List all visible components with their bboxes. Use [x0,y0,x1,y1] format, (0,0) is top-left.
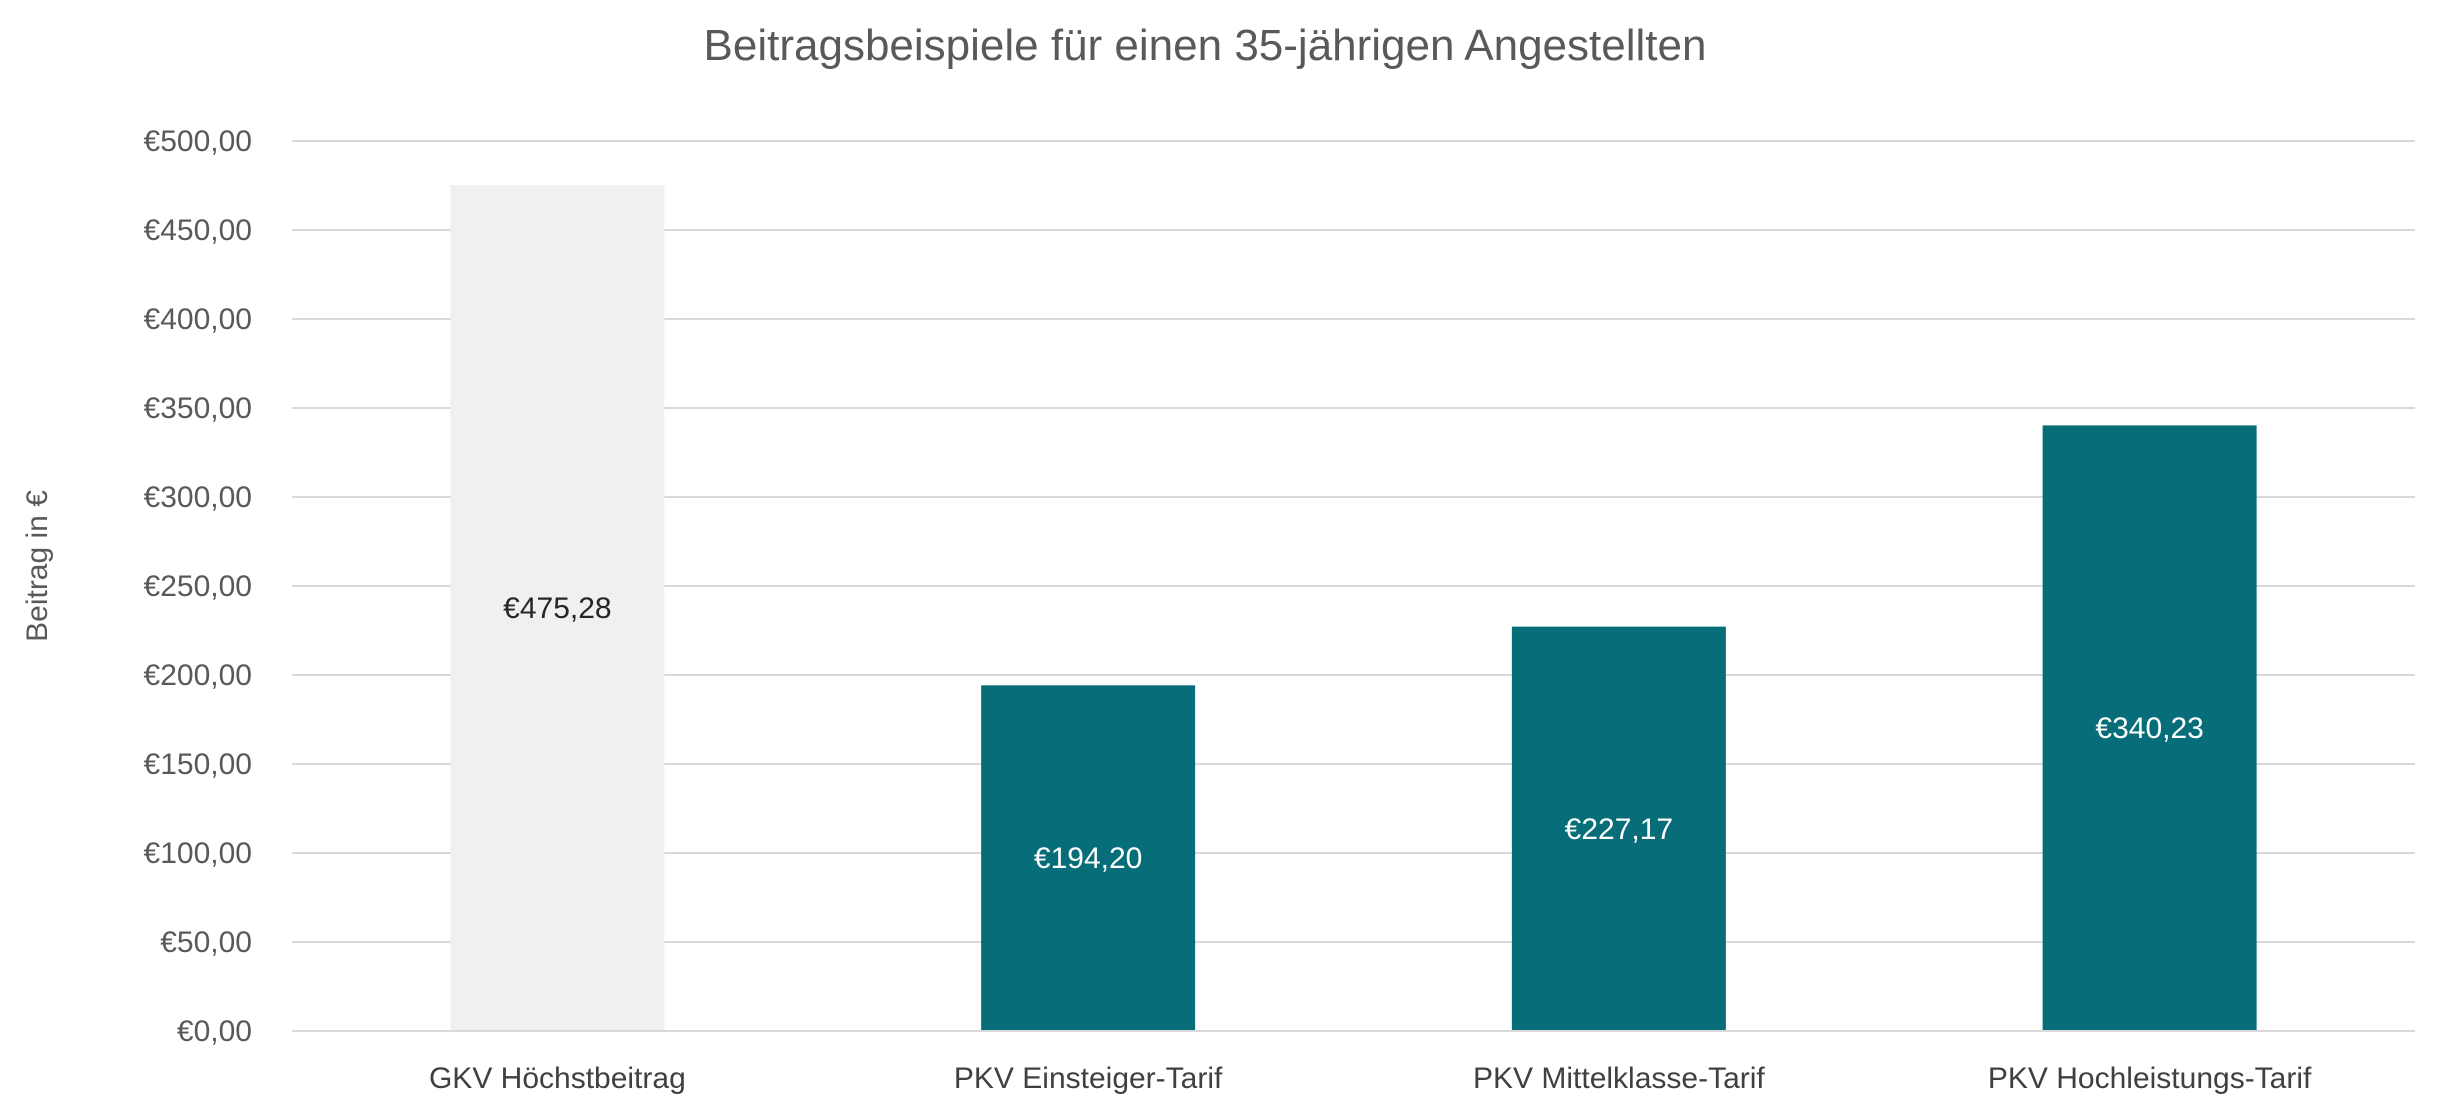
x-axis-ticks: GKV Höchstbeitrag PKV Einsteiger-Tarif PKV… [429,1062,2312,1095]
bar [2042,425,2257,1031]
y-tick-label: €150,00 [144,748,252,781]
data-label: €227,17 [1565,813,1673,846]
y-tick-label: €400,00 [144,303,252,336]
x-tick-label: PKV Mittelklasse-Tarif [1473,1062,1765,1095]
y-tick-label: €500,00 [144,125,252,158]
bars [292,185,2415,1032]
data-label: €475,28 [503,592,611,625]
y-tick-label: €50,00 [160,926,252,959]
x-tick-label: PKV Hochleistungs-Tarif [1988,1062,2312,1095]
y-tick-label: €0,00 [177,1015,252,1048]
y-tick-label: €100,00 [144,837,252,870]
data-label: €194,20 [1034,842,1142,875]
y-tick-label: €250,00 [144,570,252,603]
y-axis-label: Beitrag in € [21,490,54,642]
y-tick-label: €450,00 [144,214,252,247]
data-label: €340,23 [2095,712,2203,745]
bar [981,685,1196,1031]
x-tick-label: GKV Höchstbeitrag [429,1062,686,1095]
bar [450,185,665,1032]
y-tick-label: €200,00 [144,659,252,692]
x-tick-label: PKV Einsteiger-Tarif [954,1062,1223,1095]
data-labels: €475,28 €194,20 €227,17 €340,23 [503,592,2204,875]
y-tick-label: €300,00 [144,481,252,514]
y-axis-ticks: €0,00 €50,00 €100,00 €150,00 €200,00 €250,00 €… [144,125,252,1048]
y-tick-label: €350,00 [144,392,252,425]
chart-title: Beitragsbeispiele für einen 35-jährigen … [704,21,1707,70]
bar [1511,626,1726,1031]
